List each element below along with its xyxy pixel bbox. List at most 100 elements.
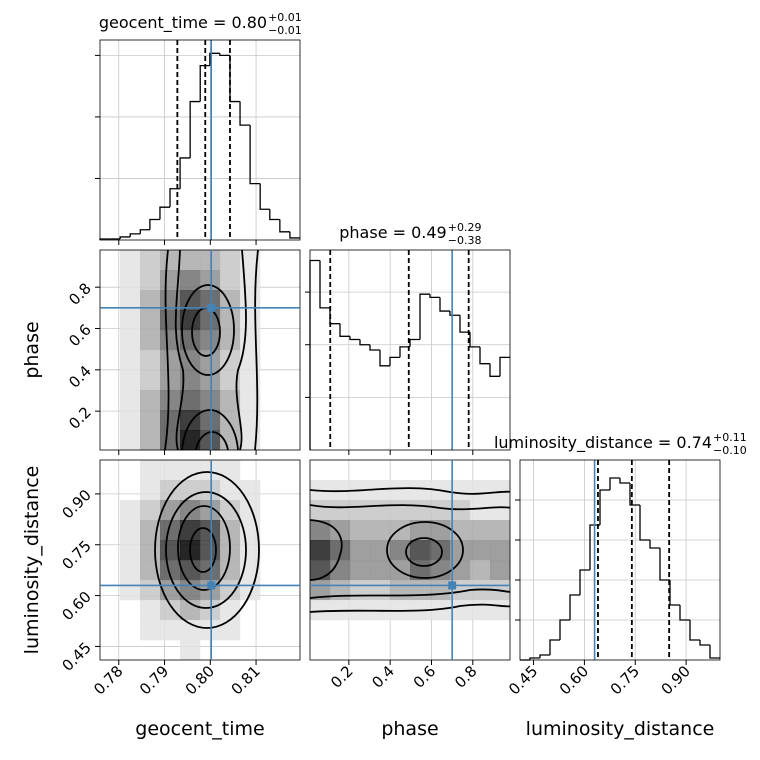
density-cell bbox=[370, 580, 391, 601]
background-layer bbox=[100, 40, 720, 661]
y-tick-label: 0.6 bbox=[65, 321, 95, 351]
y-tick-label: 0.45 bbox=[58, 639, 94, 675]
density-cell bbox=[120, 600, 140, 620]
density-cell bbox=[370, 500, 391, 521]
histogram-step bbox=[699, 640, 710, 646]
density-cell bbox=[200, 560, 221, 581]
contour bbox=[181, 284, 235, 376]
histogram-step bbox=[559, 619, 570, 640]
density-cell bbox=[120, 520, 141, 541]
histogram-step bbox=[349, 336, 360, 341]
y-tick-label: 0.60 bbox=[58, 588, 94, 624]
density-cell bbox=[430, 620, 450, 640]
x-tick-label: 0.79 bbox=[136, 662, 172, 698]
density-cell bbox=[470, 480, 491, 501]
density-cell bbox=[280, 390, 300, 410]
density-cell bbox=[140, 540, 161, 561]
histogram-step bbox=[539, 654, 550, 658]
density-cell bbox=[260, 540, 280, 560]
density-cell bbox=[120, 330, 141, 351]
density-cell bbox=[100, 520, 120, 540]
density-cell bbox=[180, 640, 201, 661]
density-cell bbox=[260, 430, 280, 450]
x-tick-label: 0.81 bbox=[228, 662, 264, 698]
density-cell bbox=[180, 390, 201, 411]
x-tick-label: 0.6 bbox=[410, 662, 440, 692]
density-cell bbox=[140, 500, 161, 521]
x-axis-label: phase bbox=[381, 718, 438, 740]
density-cell bbox=[100, 310, 120, 330]
density-cell bbox=[100, 430, 120, 450]
histogram-step bbox=[269, 209, 280, 221]
histogram-step bbox=[499, 356, 510, 377]
title-upper: +0.01 bbox=[268, 11, 302, 24]
y-tick-label: 0.4 bbox=[65, 362, 95, 392]
histogram-step bbox=[119, 236, 131, 239]
panel-title: luminosity_distance = 0.74 bbox=[494, 433, 712, 453]
panel-background bbox=[520, 460, 720, 660]
density-cell bbox=[200, 330, 221, 351]
histogram-step bbox=[639, 505, 650, 541]
histogram-step bbox=[589, 524, 600, 570]
density-cell bbox=[260, 330, 280, 350]
density-cell bbox=[390, 500, 411, 521]
density-cell bbox=[220, 410, 241, 431]
density-cell bbox=[100, 540, 120, 560]
density-cell bbox=[370, 460, 390, 480]
density-cell bbox=[240, 460, 260, 480]
density-cell bbox=[310, 640, 330, 660]
density-cell bbox=[200, 500, 221, 521]
histogram-step bbox=[289, 231, 300, 239]
density-cell bbox=[470, 460, 490, 480]
density-cell bbox=[450, 600, 471, 621]
histogram-step bbox=[259, 183, 270, 210]
density-cell bbox=[120, 290, 141, 311]
x-tick-label: 0.60 bbox=[556, 662, 592, 698]
density-cell bbox=[430, 540, 451, 561]
density-cell bbox=[220, 500, 241, 521]
density-cell bbox=[260, 580, 280, 600]
density-cell bbox=[370, 640, 390, 660]
density-cell bbox=[160, 480, 181, 501]
histogram-step bbox=[449, 311, 460, 316]
density-cell bbox=[100, 580, 120, 600]
density-cell bbox=[140, 580, 161, 601]
density-cell bbox=[120, 480, 140, 500]
density-cell bbox=[160, 520, 181, 541]
density-cell bbox=[120, 250, 141, 271]
density-cell bbox=[280, 310, 300, 330]
density-cell bbox=[280, 620, 300, 640]
density-cell bbox=[140, 430, 161, 451]
histogram-step bbox=[649, 540, 660, 549]
density-cell bbox=[450, 560, 471, 581]
density-cell bbox=[240, 580, 261, 601]
contour bbox=[189, 527, 217, 573]
density-cell bbox=[390, 620, 410, 640]
histogram-step bbox=[419, 293, 430, 340]
contour bbox=[174, 250, 247, 450]
density-cell bbox=[260, 390, 280, 410]
truth-point bbox=[448, 581, 457, 590]
density-cell bbox=[260, 640, 280, 660]
density-cell bbox=[160, 350, 181, 371]
histogram-step bbox=[679, 605, 690, 621]
panel-frame bbox=[99, 459, 301, 661]
density-cell bbox=[280, 270, 300, 290]
contour bbox=[405, 537, 443, 567]
density-cell bbox=[260, 270, 280, 290]
density-cell bbox=[160, 600, 181, 621]
density-cell bbox=[310, 620, 330, 640]
density-cell bbox=[200, 540, 221, 561]
density-cell bbox=[310, 500, 331, 521]
density-cell bbox=[260, 410, 280, 430]
density-cell bbox=[180, 350, 201, 371]
density-cell bbox=[490, 620, 510, 640]
density-cell bbox=[240, 370, 261, 391]
density-cell bbox=[200, 640, 220, 660]
density bbox=[100, 250, 300, 451]
density-cell bbox=[100, 410, 120, 430]
density-cell bbox=[180, 460, 201, 481]
density-cell bbox=[120, 620, 140, 640]
histogram-step bbox=[359, 339, 370, 346]
density-cell bbox=[180, 270, 201, 291]
